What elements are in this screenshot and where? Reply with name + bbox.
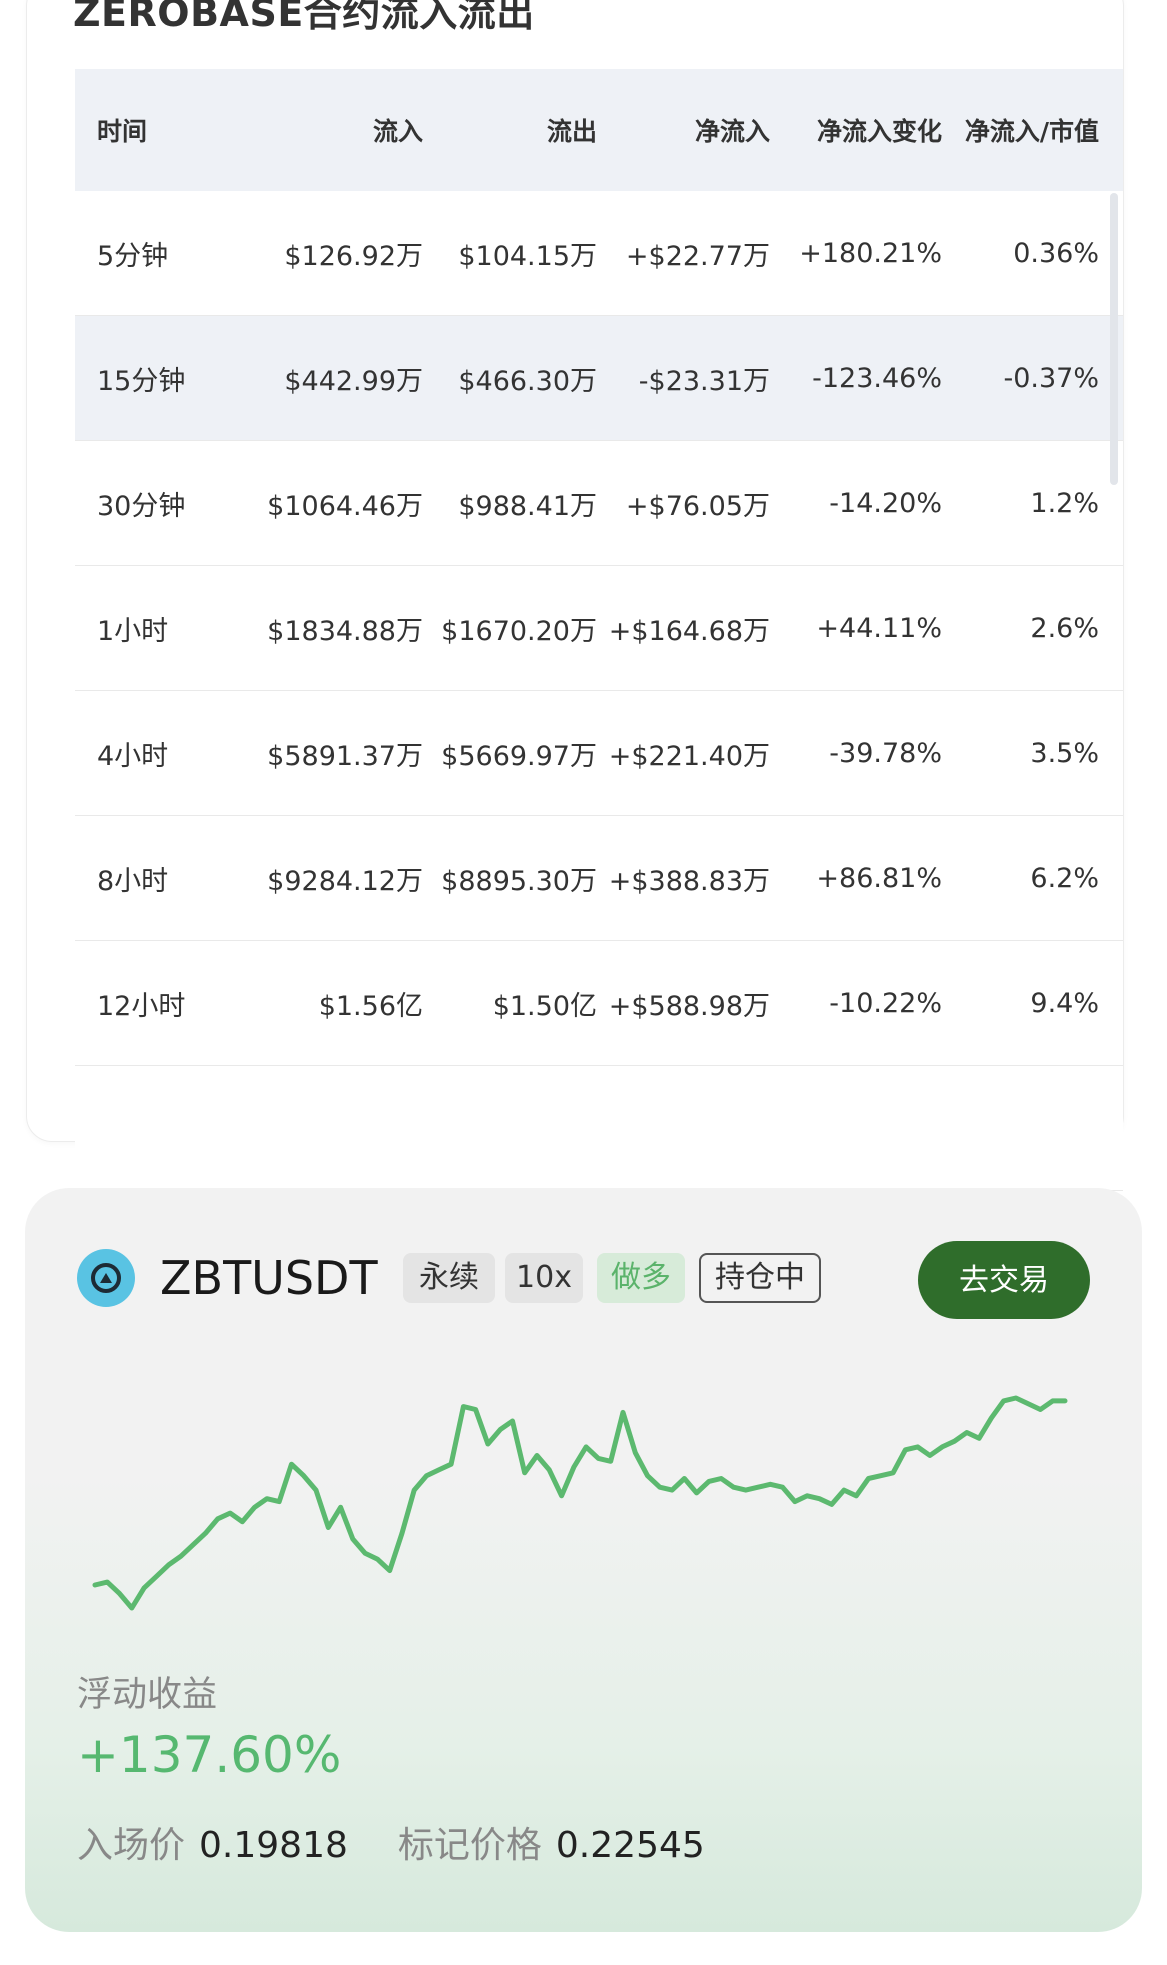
cell-netflow: +$588.98万 xyxy=(608,990,770,1022)
table-row[interactable]: 8小时 $9284.12万 $8895.30万 +$388.83万 +86.81% 6.2… xyxy=(75,816,1123,941)
entry-price-value: 0.19818 xyxy=(199,1825,348,1866)
table-row[interactable] xyxy=(75,1066,1123,1191)
table-row[interactable]: 4小时 $5891.37万 $5669.97万 +$221.40万 -39.78% 3.5… xyxy=(75,691,1123,816)
cell-inflow: $1834.88万 xyxy=(267,615,423,647)
cell-netflow-change: +86.81% xyxy=(816,862,942,894)
header-inflow[interactable]: 流入 xyxy=(372,117,423,146)
card-title: ZEROBASE合约流入流出 xyxy=(73,0,535,35)
cell-time: 12小时 xyxy=(97,990,186,1022)
table-row[interactable]: 15分钟 $442.99万 $466.30万 -$23.31万 -123.46% -0.3… xyxy=(75,316,1123,441)
cell-inflow: $5891.37万 xyxy=(267,740,423,772)
cell-netflow-change: -14.20% xyxy=(829,487,942,519)
long-side-tag: 做多 xyxy=(597,1253,685,1303)
floating-pnl-label: 浮动收益 xyxy=(77,1675,218,1715)
cell-inflow: $442.99万 xyxy=(284,365,423,397)
go-trade-button[interactable]: 去交易 xyxy=(918,1241,1090,1319)
cell-netflow: +$164.68万 xyxy=(608,615,770,647)
cell-inflow: $126.92万 xyxy=(284,240,423,272)
price-info: 入场价 0.19818 标记价格 0.22545 xyxy=(77,1816,705,1868)
leverage-tag: 10x xyxy=(505,1253,583,1303)
price-series-line xyxy=(92,1395,1068,1611)
cell-time: 30分钟 xyxy=(97,490,186,522)
cell-time: 1小时 xyxy=(97,615,169,647)
table-row[interactable]: 30分钟 $1064.46万 $988.41万 +$76.05万 -14.20% 1.2% xyxy=(75,441,1123,566)
table-header: 时间 流入 流出 净流入 净流入变化 净流入/市值 xyxy=(75,69,1123,191)
cell-time: 15分钟 xyxy=(97,365,186,397)
cell-time: 4小时 xyxy=(97,740,169,772)
cell-netflow: -$23.31万 xyxy=(638,365,770,397)
cell-outflow: $988.41万 xyxy=(458,490,597,522)
cell-netflow-change: +44.11% xyxy=(816,612,942,644)
cell-inflow: $9284.12万 xyxy=(267,865,423,897)
table-scrollbar[interactable] xyxy=(1110,193,1118,485)
cell-netflow-mcap: -0.37% xyxy=(1003,362,1099,394)
cell-outflow: $8895.30万 xyxy=(441,865,597,897)
cell-outflow: $466.30万 xyxy=(458,365,597,397)
table-row[interactable]: 5分钟 $126.92万 $104.15万 +$22.77万 +180.21% 0.36% xyxy=(75,191,1123,316)
price-sparkline xyxy=(92,1395,1068,1611)
table-row[interactable]: 1小时 $1834.88万 $1670.20万 +$164.68万 +44.11% 2.6… xyxy=(75,566,1123,691)
netflow-card: ZEROBASE合约流入流出 时间 流入 流出 净流入 净流入变化 净流入/市值… xyxy=(26,0,1124,1191)
netflow-table: 时间 流入 流出 净流入 净流入变化 净流入/市值 5分钟 $126.92万 $10… xyxy=(75,69,1123,1191)
cell-outflow: $5669.97万 xyxy=(441,740,597,772)
cell-outflow: $1.50亿 xyxy=(492,990,597,1022)
header-outflow[interactable]: 流出 xyxy=(546,117,597,146)
cell-outflow: $1670.20万 xyxy=(441,615,597,647)
cell-netflow: +$76.05万 xyxy=(625,490,770,522)
entry-price-label: 入场价 xyxy=(77,1825,186,1866)
cell-time: 5分钟 xyxy=(97,240,169,272)
cell-netflow: +$221.40万 xyxy=(608,740,770,772)
cell-inflow: $1.56亿 xyxy=(318,990,423,1022)
mark-price-label: 标记价格 xyxy=(397,1825,542,1866)
cell-netflow-mcap: 0.36% xyxy=(1013,237,1099,269)
table-body: 5分钟 $126.92万 $104.15万 +$22.77万 +180.21% 0.36%… xyxy=(75,191,1123,1191)
cell-time: 8小时 xyxy=(97,865,169,897)
cell-inflow: $1064.46万 xyxy=(267,490,423,522)
cell-outflow: $104.15万 xyxy=(458,240,597,272)
holding-status-tag: 持仓中 xyxy=(699,1253,821,1303)
cell-netflow: +$388.83万 xyxy=(608,865,770,897)
mark-price-value: 0.22545 xyxy=(555,1825,705,1866)
floating-pnl-value: +137.60% xyxy=(77,1726,342,1784)
table-row[interactable]: 12小时 $1.56亿 $1.50亿 +$588.98万 -10.22% 9.4% xyxy=(75,941,1123,1066)
position-card[interactable]: ZBTUSDT 永续 10x 做多 持仓中 去交易 浮动收益 +137.60% … xyxy=(25,1188,1142,1932)
perpetual-tag: 永续 xyxy=(403,1253,495,1303)
cell-netflow: +$22.77万 xyxy=(625,240,770,272)
zerobase-coin-icon xyxy=(77,1249,135,1307)
cell-netflow-mcap: 2.6% xyxy=(1030,612,1099,644)
cell-netflow-change: +180.21% xyxy=(799,237,942,269)
header-time: 时间 xyxy=(97,117,148,146)
cell-netflow-mcap: 1.2% xyxy=(1030,487,1099,519)
header-netflow-change[interactable]: 净流入变化 xyxy=(816,117,942,146)
cell-netflow-mcap: 3.5% xyxy=(1030,737,1099,769)
cell-netflow-mcap: 9.4% xyxy=(1030,987,1099,1019)
header-netflow[interactable]: 净流入 xyxy=(694,117,770,146)
trading-pair: ZBTUSDT xyxy=(160,1251,378,1305)
cell-netflow-change: -10.22% xyxy=(829,987,942,1019)
cell-netflow-change: -39.78% xyxy=(829,737,942,769)
cell-netflow-mcap: 6.2% xyxy=(1030,862,1099,894)
cell-netflow-change: -123.46% xyxy=(812,362,942,394)
header-netflow-mcap[interactable]: 净流入/市值 xyxy=(964,117,1099,146)
